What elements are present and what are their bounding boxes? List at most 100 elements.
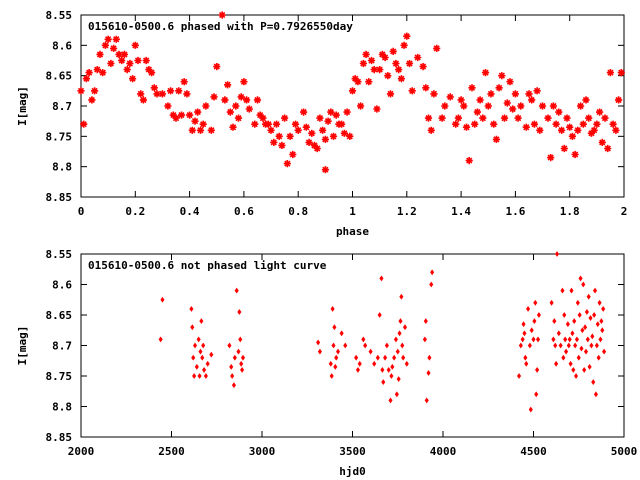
data-point <box>82 75 90 83</box>
data-point <box>196 336 201 343</box>
data-point <box>570 330 575 337</box>
data-point <box>492 135 500 143</box>
data-point <box>561 354 566 361</box>
y-tick-label: 8.8 <box>52 161 72 174</box>
data-point <box>460 102 468 110</box>
data-point <box>221 96 229 104</box>
y-axis-label: I[mag] <box>16 326 29 366</box>
data-point <box>343 108 351 116</box>
data-point <box>536 312 541 318</box>
data-point <box>172 114 180 122</box>
data-point <box>142 56 150 65</box>
x-tick-label: 1.6 <box>505 205 525 218</box>
data-point <box>392 59 400 68</box>
data-point <box>291 120 300 128</box>
data-point <box>590 333 595 340</box>
data-point <box>535 366 540 373</box>
data-point <box>593 391 598 398</box>
data-point <box>527 342 532 349</box>
data-point <box>340 129 348 137</box>
data-point <box>402 324 408 331</box>
data-point <box>473 108 481 116</box>
data-point <box>381 379 386 386</box>
data-point <box>339 330 344 337</box>
data-point <box>400 41 408 49</box>
data-point <box>192 342 198 349</box>
data-point <box>198 348 203 355</box>
data-point <box>145 66 153 74</box>
data-point <box>568 132 576 140</box>
data-point <box>399 293 404 300</box>
data-point <box>207 126 215 134</box>
data-point <box>601 305 606 312</box>
data-point <box>408 87 416 95</box>
data-point <box>256 111 264 119</box>
data-point <box>370 66 378 74</box>
data-point <box>300 108 308 116</box>
data-point <box>487 90 495 98</box>
x-tick-label: 0.2 <box>125 205 145 218</box>
data-point <box>150 84 158 92</box>
data-point <box>471 120 479 128</box>
data-point <box>213 63 221 71</box>
data-point <box>596 354 601 361</box>
data-point <box>158 336 163 343</box>
data-point <box>191 117 199 125</box>
data-point <box>426 370 431 376</box>
data-point <box>526 305 531 312</box>
data-point <box>529 327 534 334</box>
data-point <box>500 114 509 122</box>
data-point <box>520 336 525 343</box>
data-point <box>139 96 147 104</box>
data-point <box>331 342 336 349</box>
data-point <box>404 360 409 367</box>
data-point <box>88 96 96 104</box>
data-point <box>598 336 603 343</box>
x-tick-label: 0.6 <box>234 205 254 218</box>
chart-title: 015610-0500.6 not phased light curve <box>88 259 327 272</box>
data-point <box>209 351 214 358</box>
data-point <box>234 114 243 122</box>
data-point <box>615 96 623 104</box>
data-point <box>112 35 120 43</box>
data-point <box>239 360 244 367</box>
data-point <box>383 354 388 361</box>
data-point <box>503 99 511 107</box>
data-point <box>251 120 259 128</box>
y-tick-label: 8.55 <box>46 248 73 261</box>
data-point <box>534 391 539 398</box>
data-point <box>587 363 592 370</box>
data-point <box>481 69 490 77</box>
data-point <box>319 126 327 134</box>
data-point <box>232 354 237 361</box>
data-point <box>424 397 429 404</box>
x-tick-label: 0.4 <box>180 205 200 218</box>
y-tick-label: 8.6 <box>52 279 72 292</box>
data-point <box>180 78 188 86</box>
data-point <box>528 406 533 413</box>
data-point <box>521 321 526 328</box>
data-point <box>522 123 530 131</box>
data-point <box>229 363 234 370</box>
data-point <box>591 379 596 386</box>
phased-light-curve-panel: 8.55 8.6 8.65 8.7 8.75 8.8 8.85 0 0.2 0.4 0.6 0.8 1 1… <box>16 9 627 238</box>
data-point <box>590 126 598 134</box>
data-point <box>574 336 579 343</box>
data-point <box>164 102 172 110</box>
y-tick-label: 8.6 <box>52 39 72 52</box>
data-point <box>577 312 582 318</box>
data-point <box>218 11 226 19</box>
data-point <box>509 105 517 113</box>
data-point <box>563 114 571 122</box>
data-point <box>393 336 398 343</box>
data-point <box>237 93 245 101</box>
data-point <box>355 366 360 373</box>
data-point <box>533 299 538 306</box>
data-point <box>231 382 236 389</box>
data-point <box>495 84 503 92</box>
data-point <box>305 138 313 146</box>
data-point <box>363 342 368 349</box>
data-point <box>595 321 600 328</box>
data-point <box>379 275 384 282</box>
x-tick-label: 1 <box>349 205 356 218</box>
